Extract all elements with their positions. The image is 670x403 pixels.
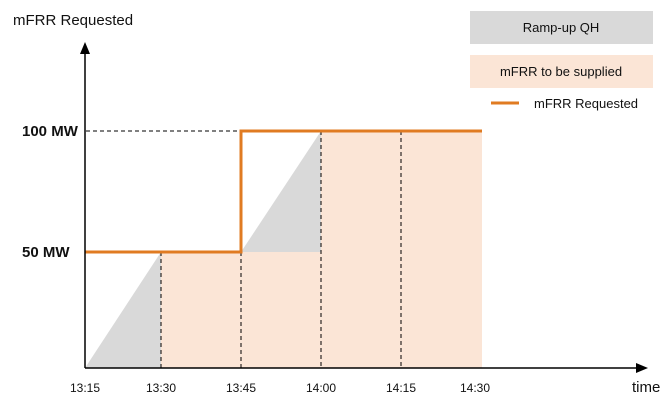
- x-tick-label: 13:15: [70, 381, 100, 395]
- x-tick-label: 14:30: [460, 381, 490, 395]
- supply-area: [161, 252, 241, 368]
- x-tick-label: 13:45: [226, 381, 256, 395]
- y-axis-arrow: [80, 42, 90, 54]
- ramp-area: [241, 131, 321, 252]
- legend: Ramp-up QH mFRR to be supplied mFRR Requ…: [470, 11, 653, 111]
- supply-area: [241, 252, 321, 368]
- y-label-100mw: 100 MW: [22, 123, 79, 140]
- ramp-area: [85, 252, 161, 368]
- legend-swatch-supply: [470, 55, 653, 88]
- x-tick-label: 14:00: [306, 381, 336, 395]
- legend-label-requested: mFRR Requested: [534, 96, 638, 111]
- y-axis-title: mFRR Requested: [13, 12, 133, 29]
- x-tick-label: 13:30: [146, 381, 176, 395]
- x-axis-arrow: [636, 363, 648, 373]
- y-label-50mw: 50 MW: [22, 244, 70, 261]
- legend-label-ramp: Ramp-up QH: [523, 20, 600, 35]
- requested-step-line: [85, 129, 482, 254]
- legend-label-supply: mFRR to be supplied: [500, 64, 622, 79]
- legend-swatch-ramp: [470, 11, 653, 44]
- x-tick-label: 14:15: [386, 381, 416, 395]
- x-axis-title: time: [632, 379, 660, 396]
